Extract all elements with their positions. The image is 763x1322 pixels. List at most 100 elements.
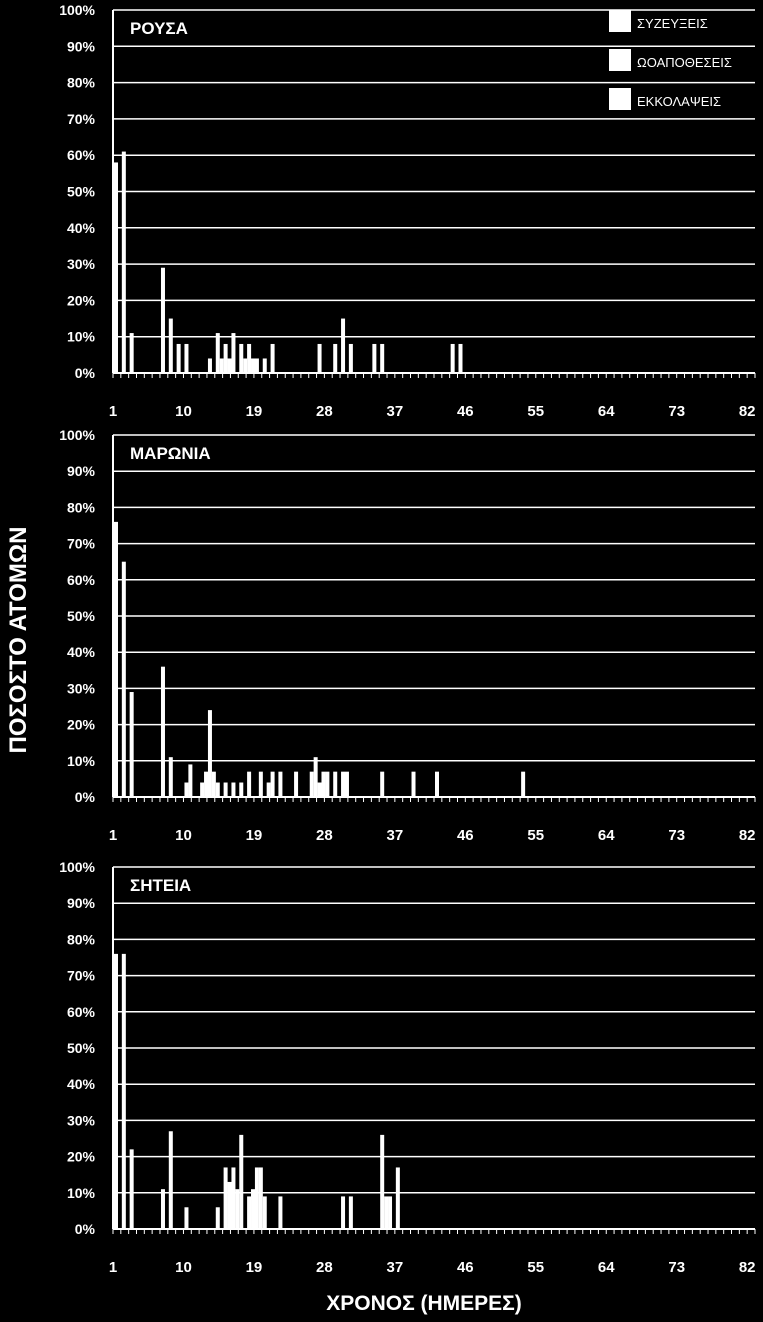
x-tick-label: 46: [457, 827, 474, 844]
bar: [184, 343, 189, 373]
x-tick-label: 64: [598, 1259, 615, 1276]
bar: [231, 1167, 236, 1229]
y-tick-label: 80%: [67, 931, 96, 947]
x-tick-label: 64: [598, 827, 615, 844]
x-tick-label: 10: [175, 1259, 192, 1276]
y-tick-label: 100%: [59, 427, 95, 443]
legend-swatch-3: [609, 88, 631, 110]
bar: [388, 1196, 393, 1229]
bar: [348, 1196, 353, 1229]
bar: [239, 343, 244, 373]
y-tick-label: 30%: [67, 1112, 96, 1128]
y-tick-label: 40%: [67, 220, 96, 236]
bar: [223, 343, 228, 373]
bar: [458, 343, 463, 373]
bar: [121, 953, 126, 1229]
x-tick-label: 10: [175, 827, 192, 844]
x-tick-label: 82: [739, 403, 756, 420]
bar: [215, 333, 220, 373]
x-tick-label: 82: [739, 1259, 756, 1276]
legend-swatch-1: [609, 10, 631, 32]
x-tick-label: 55: [527, 827, 544, 844]
bar: [333, 343, 338, 373]
bar: [344, 771, 349, 797]
bar: [231, 782, 236, 797]
x-tick-label: 19: [246, 403, 263, 420]
x-tick-label: 73: [668, 827, 685, 844]
bar: [114, 953, 118, 1229]
bar: [333, 771, 338, 797]
bar: [247, 771, 252, 797]
bar: [251, 358, 256, 373]
bar: [215, 1207, 220, 1229]
bar: [227, 1181, 232, 1229]
bar: [129, 1149, 134, 1229]
y-tick-label: 100%: [59, 2, 95, 18]
bar: [341, 1196, 346, 1229]
y-tick-label: 90%: [67, 38, 96, 54]
x-tick-label: 73: [668, 1259, 685, 1276]
y-tick-label: 80%: [67, 75, 96, 91]
x-tick-label: 82: [739, 827, 756, 844]
bar: [258, 771, 263, 797]
y-tick-label: 60%: [67, 572, 96, 588]
bar: [215, 782, 220, 797]
bar: [294, 771, 299, 797]
bar: [348, 343, 353, 373]
bar: [121, 561, 126, 797]
bar: [207, 710, 212, 797]
x-tick-label: 46: [457, 403, 474, 420]
bar: [341, 318, 346, 373]
y-tick-label: 50%: [67, 608, 96, 624]
y-tick-label: 0%: [75, 789, 96, 805]
bar: [317, 782, 322, 797]
legend-swatch-2: [609, 49, 631, 71]
x-tick-label: 19: [246, 827, 263, 844]
x-tick-label: 1: [109, 1259, 117, 1276]
chart-panel-1: 0% 10% 20% 30% 40% 50% 60% 70% 80% 90% 100% 1 10 19 28…: [59, 2, 755, 420]
y-tick-label: 60%: [67, 1004, 96, 1020]
bar: [270, 343, 275, 373]
x-tick-label: 73: [668, 403, 685, 420]
bar: [188, 764, 193, 797]
x-tick-label: 28: [316, 403, 333, 420]
bar: [160, 267, 165, 373]
panel-title: ΣΗΤΕΙΑ: [130, 876, 191, 895]
bar: [325, 771, 330, 797]
y-tick-label: 100%: [59, 859, 95, 875]
legend: ΣΥΖΕΥΞΕΙΣ ΩΟΑΠΟΘΕΣΕΙΣ ΕΚΚΟΛΑΨΕΙΣ: [609, 10, 732, 110]
y-tick-label: 40%: [67, 1076, 96, 1092]
y-tick-label: 10%: [67, 1185, 96, 1201]
bar: [254, 1167, 259, 1229]
y-tick-label: 20%: [67, 292, 96, 308]
y-tick-label: 0%: [75, 365, 96, 381]
bar: [227, 358, 232, 373]
x-tick-label: 55: [527, 403, 544, 420]
bar: [223, 1167, 228, 1229]
bar: [258, 1167, 263, 1229]
bar: [129, 333, 134, 373]
bar: [207, 358, 212, 373]
y-tick-label: 90%: [67, 463, 96, 479]
bar: [521, 771, 526, 797]
bar: [309, 771, 314, 797]
bar: [278, 771, 283, 797]
bar: [160, 666, 165, 797]
chart-panel-2: 0% 10% 20% 30% 40% 50% 60% 70% 80% 90% 100% 1 10 19 28…: [59, 427, 755, 844]
bar: [278, 1196, 283, 1229]
bar: [247, 1196, 252, 1229]
panel-title: ΜΑΡΩΝΙΑ: [130, 444, 211, 463]
bar: [384, 1196, 389, 1229]
x-tick-label: 28: [316, 827, 333, 844]
bar: [435, 771, 439, 797]
y-tick-label: 50%: [67, 184, 96, 200]
x-axis-label: ΧΡΟΝΟΣ (ΗΜΕΡΕΣ): [326, 1292, 522, 1315]
bar: [219, 358, 224, 373]
x-tick-label: 64: [598, 403, 615, 420]
y-tick-label: 20%: [67, 717, 96, 733]
bar: [254, 358, 259, 373]
bar: [270, 771, 275, 797]
x-tick-label: 1: [109, 403, 117, 420]
bar: [262, 358, 267, 373]
bar: [114, 521, 118, 797]
